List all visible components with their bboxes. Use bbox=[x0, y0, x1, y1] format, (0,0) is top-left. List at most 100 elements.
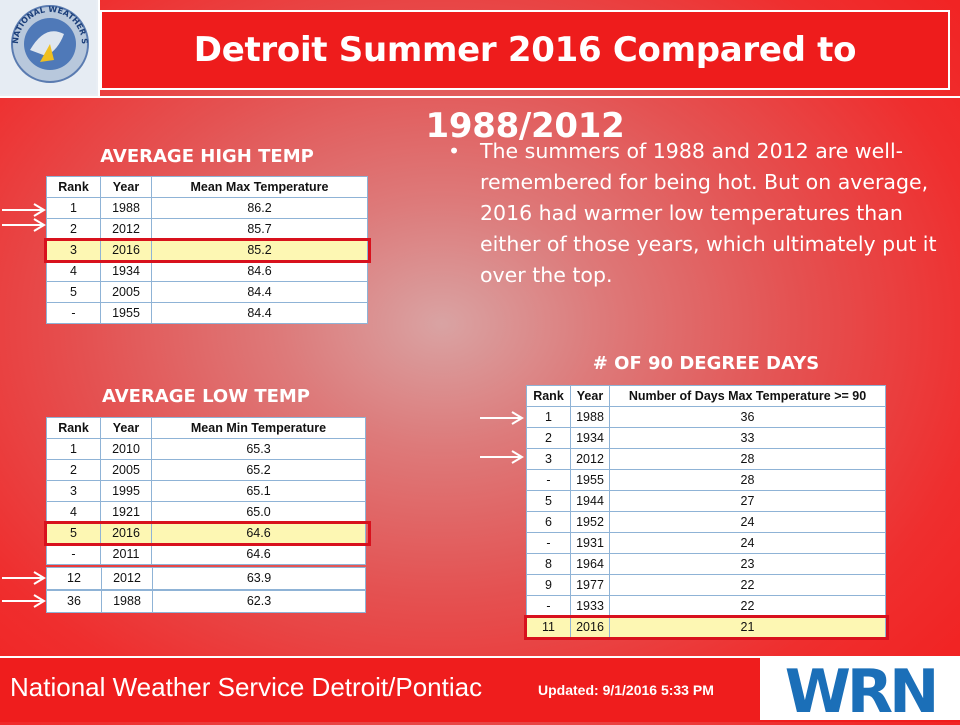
table-row: -2011 64.6 bbox=[46, 543, 366, 565]
cell: 2012 bbox=[102, 568, 153, 589]
cell: 1934 bbox=[570, 427, 610, 449]
table-row: 3 1995 65.1 bbox=[46, 480, 366, 502]
cell: 1 bbox=[46, 197, 101, 219]
cell: 64.6 bbox=[151, 543, 366, 565]
table-row: -1933 22 bbox=[526, 595, 886, 617]
cell: 2005 bbox=[100, 459, 152, 481]
cell: 2016 bbox=[570, 616, 610, 638]
table-row: 8 1964 23 bbox=[526, 553, 886, 575]
col-header: Year bbox=[570, 385, 610, 407]
col-header: Year bbox=[100, 417, 152, 439]
table-row: 6 1952 24 bbox=[526, 511, 886, 533]
cell: 2011 bbox=[100, 543, 152, 565]
table-row-highlight: 5 2016 64.6 bbox=[46, 522, 366, 544]
arrow-right-icon bbox=[2, 571, 46, 585]
cell: 1934 bbox=[100, 260, 152, 282]
cell: 5 bbox=[46, 281, 101, 303]
cell: 33 bbox=[609, 427, 886, 449]
wrn-logo-text: WRN bbox=[785, 657, 936, 720]
table-row: -1955 28 bbox=[526, 469, 886, 491]
cell: 1921 bbox=[100, 501, 152, 523]
arrow-right-icon bbox=[2, 218, 46, 232]
cell: 36 bbox=[47, 591, 102, 612]
table-row: 2 2012 85.7 bbox=[46, 218, 368, 240]
cell: 2012 bbox=[570, 448, 610, 470]
table-row: -1931 24 bbox=[526, 532, 886, 554]
days90-table-title: # OF 90 DEGREE DAYS bbox=[592, 353, 820, 374]
cell: 1988 bbox=[102, 591, 153, 612]
title-bar: Detroit Summer 2016 Compared to 1988/201… bbox=[100, 10, 950, 146]
cell: 36 bbox=[609, 406, 886, 428]
days90-table: Rank Year Number of Days Max Temperature… bbox=[526, 385, 886, 638]
highlight-box-2016-days90 bbox=[524, 615, 889, 640]
highlight-box-2016-low bbox=[44, 521, 371, 546]
cell: 2012 bbox=[100, 218, 152, 240]
cell: 3 bbox=[46, 239, 101, 261]
cell: 2005 bbox=[100, 281, 152, 303]
table-row: 1 2010 65.3 bbox=[46, 438, 366, 460]
cell: 27 bbox=[609, 490, 886, 512]
cell: 1952 bbox=[570, 511, 610, 533]
cell: 24 bbox=[609, 532, 886, 554]
cell: 1988 bbox=[570, 406, 610, 428]
cell: 24 bbox=[609, 511, 886, 533]
cell: 1955 bbox=[570, 469, 610, 491]
cell: - bbox=[46, 302, 101, 324]
cell: 2010 bbox=[100, 438, 152, 460]
cell: - bbox=[46, 543, 101, 565]
updated-value: 9/1/2016 5:33 PM bbox=[602, 682, 714, 698]
cell: 85.7 bbox=[151, 218, 368, 240]
cell: 1955 bbox=[100, 302, 152, 324]
cell: 1 bbox=[46, 438, 101, 460]
cell: 23 bbox=[609, 553, 886, 575]
cell: 28 bbox=[609, 469, 886, 491]
col-header: Rank bbox=[46, 417, 101, 439]
updated-label: Updated: bbox=[538, 682, 599, 698]
bullet-text: The summers of 1988 and 2012 are well-re… bbox=[480, 139, 937, 287]
high-table-title: AVERAGE HIGH TEMP bbox=[100, 146, 314, 167]
cell: 1977 bbox=[570, 574, 610, 596]
cell: 65.2 bbox=[151, 459, 366, 481]
cell: 22 bbox=[609, 574, 886, 596]
col-header: Mean Max Temperature bbox=[151, 176, 368, 198]
low-temp-table: Rank Year Mean Min Temperature 1 2010 65.3… bbox=[46, 417, 366, 565]
nws-logo: NATIONAL WEATHER SERVICE bbox=[0, 0, 100, 98]
cell: 65.0 bbox=[151, 501, 366, 523]
cell: - bbox=[526, 595, 571, 617]
cell: 1931 bbox=[570, 532, 610, 554]
table-row-extra: 12 2012 63.9 bbox=[46, 567, 366, 590]
table-row: 2 1934 33 bbox=[526, 427, 886, 449]
divider bbox=[100, 96, 960, 98]
col-header: Rank bbox=[526, 385, 571, 407]
cell: 65.1 bbox=[151, 480, 366, 502]
cell: 2 bbox=[526, 427, 571, 449]
cell: 9 bbox=[526, 574, 571, 596]
cell: 12 bbox=[47, 568, 102, 589]
cell: 1988 bbox=[100, 197, 152, 219]
cell: 28 bbox=[609, 448, 886, 470]
cell: 21 bbox=[609, 616, 886, 638]
table-row: 4 1934 84.6 bbox=[46, 260, 368, 282]
cell: 1944 bbox=[570, 490, 610, 512]
table-row: 3 2012 28 bbox=[526, 448, 886, 470]
cell: - bbox=[526, 532, 571, 554]
cell: 2 bbox=[46, 218, 101, 240]
wrn-logo: WRN bbox=[760, 656, 960, 725]
cell: - bbox=[526, 469, 571, 491]
highlight-box-2016-high bbox=[44, 238, 371, 263]
cell: 1964 bbox=[570, 553, 610, 575]
cell: 4 bbox=[46, 260, 101, 282]
low-table-title: AVERAGE LOW TEMP bbox=[102, 386, 310, 407]
page-title: Detroit Summer 2016 Compared to 1988/201… bbox=[193, 30, 857, 146]
cell: 84.6 bbox=[151, 260, 368, 282]
bullet-icon: • bbox=[448, 139, 461, 163]
cell: 65.3 bbox=[151, 438, 366, 460]
table-row: 9 1977 22 bbox=[526, 574, 886, 596]
cell: 1995 bbox=[100, 480, 152, 502]
updated-timestamp: Updated: 9/1/2016 5:33 PM bbox=[538, 682, 714, 698]
cell: 3 bbox=[526, 448, 571, 470]
arrow-right-icon bbox=[480, 411, 524, 425]
col-header: Year bbox=[100, 176, 152, 198]
cell: 6 bbox=[526, 511, 571, 533]
table-row-highlight: 3 2016 85.2 bbox=[46, 239, 368, 261]
